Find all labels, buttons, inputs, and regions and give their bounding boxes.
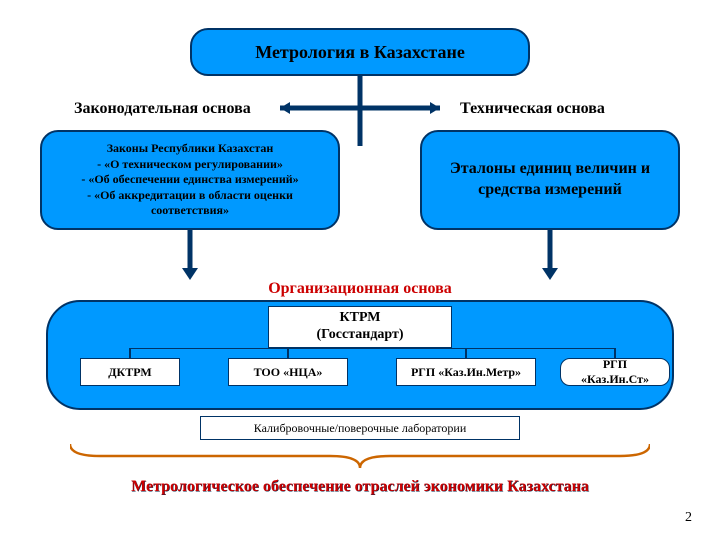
- lab-box: Калибровочные/поверочные лаборатории: [200, 416, 520, 440]
- left-down-arrow: [176, 230, 204, 280]
- technical-text: Эталоны единиц величин и средства измере…: [432, 159, 668, 201]
- sub-box-2: ТОО «НЦА»: [228, 358, 348, 386]
- title-box: Метрология в Казахстане: [190, 28, 530, 76]
- ktrm-box: КТРМ (Госстандарт): [268, 306, 452, 348]
- org-heading: Организационная основа: [0, 280, 720, 298]
- sub-text-4: РГП «Каз.Ин.Ст»: [569, 357, 661, 387]
- sub-text-3: РГП «Каз.Ин.Метр»: [411, 365, 521, 380]
- bottom-brace: [70, 444, 650, 474]
- left-heading: Законодательная основа: [74, 100, 251, 118]
- lab-text: Калибровочные/поверочные лаборатории: [254, 421, 467, 436]
- bottom-text: Метрологическое обеспечение отраслей эко…: [0, 478, 720, 496]
- technical-box: Эталоны единиц величин и средства измере…: [420, 130, 680, 230]
- sub-box-3: РГП «Каз.Ин.Метр»: [396, 358, 536, 386]
- sub-box-4: РГП «Каз.Ин.Ст»: [560, 358, 670, 386]
- sub-box-1: ДКТРМ: [80, 358, 180, 386]
- ktrm-text: КТРМ (Госстандарт): [316, 310, 403, 344]
- right-heading: Техническая основа: [460, 100, 605, 118]
- sub-text-2: ТОО «НЦА»: [254, 365, 323, 380]
- legislative-box: Законы Республики Казахстан - «О техниче…: [40, 130, 340, 230]
- title-text: Метрология в Казахстане: [255, 42, 465, 63]
- legislative-text: Законы Республики Казахстан - «О техниче…: [52, 141, 328, 219]
- page-number: 2: [685, 510, 692, 526]
- right-down-arrow: [536, 230, 564, 280]
- sub-text-1: ДКТРМ: [108, 365, 151, 380]
